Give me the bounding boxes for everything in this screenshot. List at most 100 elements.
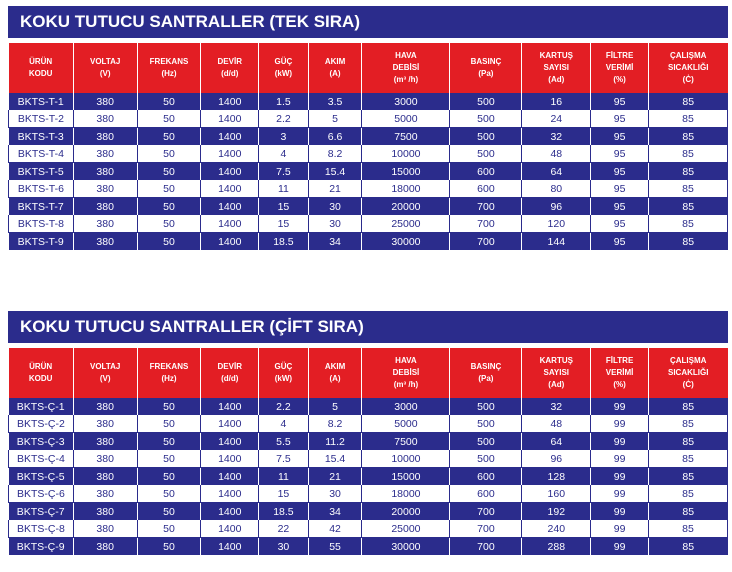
cell-current: 5 <box>308 398 363 415</box>
header-text: (V) <box>99 69 111 78</box>
header-frequency: FREKANS (Hz) <box>137 348 202 398</box>
header-text: (kW) <box>274 374 293 383</box>
cell-operating-temperature: 85 <box>648 537 728 555</box>
table-row: BKTS-T-6 380 50 1400 11 21 18000 600 80 95 85 <box>8 180 729 198</box>
cell-pressure: 500 <box>449 110 523 128</box>
header-air-flow: HAVA DEBİSİ (m³ /h) <box>361 348 451 398</box>
cell-air-flow: 30000 <box>361 232 451 250</box>
cell-current: 21 <box>308 180 363 198</box>
cell-filter-efficiency: 95 <box>590 162 649 180</box>
cell-cartridge-count: 160 <box>521 485 592 503</box>
cell-power: 15 <box>258 197 309 215</box>
cell-voltage: 380 <box>73 450 138 468</box>
table-section-tek-sira: KOKU TUTUCU SANTRALLER (TEK SIRA) ÜRÜN KO… <box>8 6 729 250</box>
cell-operating-temperature: 85 <box>648 180 729 198</box>
cell-speed: 1400 <box>200 502 260 520</box>
cell-current: 30 <box>308 215 363 233</box>
header-text: (m³ /h) <box>393 75 419 84</box>
cell-power: 2.2 <box>258 398 309 415</box>
header-text: FİLTRE <box>605 51 634 60</box>
cell-air-flow: 7500 <box>361 127 451 145</box>
spec-table: ÜRÜN KODU VOLTAJ (V) FREKANS (Hz) DEVİR (d/d) GÜ… <box>8 348 729 555</box>
cell-speed: 1400 <box>200 197 260 215</box>
header-text: FREKANS <box>149 362 189 371</box>
cell-product-code: BKTS-T-2 <box>8 110 74 128</box>
cell-voltage: 380 <box>73 520 138 538</box>
cell-filter-efficiency: 99 <box>590 398 649 415</box>
cell-operating-temperature: 85 <box>648 485 729 503</box>
cell-filter-efficiency: 99 <box>590 415 649 433</box>
header-text: ÜRÜN <box>29 362 53 371</box>
cell-voltage: 380 <box>73 398 138 415</box>
header-text: (Pa) <box>478 374 494 383</box>
cell-current: 5 <box>308 110 363 128</box>
header-text: DEVİR <box>217 57 242 66</box>
header-speed: DEVİR (d/d) <box>200 43 260 93</box>
table-row: BKTS-T-4 380 50 1400 4 8.2 10000 500 48 95 85 <box>8 145 729 163</box>
cell-pressure: 700 <box>449 197 523 215</box>
cell-speed: 1400 <box>200 415 260 433</box>
cell-filter-efficiency: 99 <box>590 537 649 555</box>
cell-product-code: BKTS-T-6 <box>8 180 74 198</box>
cell-operating-temperature: 85 <box>648 232 728 250</box>
header-text: (kW) <box>274 69 293 78</box>
cell-pressure: 700 <box>449 537 523 555</box>
cell-air-flow: 25000 <box>361 215 451 233</box>
table-row: BKTS-Ç-1 380 50 1400 2.2 5 3000 500 32 99 85 <box>8 398 728 415</box>
cell-voltage: 380 <box>73 467 138 485</box>
cell-pressure: 600 <box>449 485 523 503</box>
header-text: BASINÇ <box>470 57 502 66</box>
header-text: GÜÇ <box>274 57 293 66</box>
cell-current: 34 <box>308 502 363 520</box>
cell-product-code: BKTS-Ç-7 <box>8 502 74 520</box>
header-text: VOLTAJ <box>90 362 121 371</box>
cell-current: 21 <box>308 467 363 485</box>
cell-frequency: 50 <box>137 162 202 180</box>
cell-speed: 1400 <box>200 215 260 233</box>
header-text: (A) <box>329 374 341 383</box>
header-text: (Hz) <box>161 69 177 78</box>
cell-current: 11.2 <box>308 432 363 450</box>
cell-speed: 1400 <box>200 467 260 485</box>
header-filter-efficiency: FİLTRE VERİMİ (%) <box>590 348 649 398</box>
header-text: KARTUŞ <box>539 51 573 60</box>
cell-voltage: 380 <box>73 145 138 163</box>
header-pressure: BASINÇ (Pa) <box>449 348 523 398</box>
table-body: BKTS-T-1 380 50 1400 1.5 3.5 3000 500 16 95 85 BKTS… <box>8 93 729 250</box>
cell-air-flow: 18000 <box>361 180 451 198</box>
cell-filter-efficiency: 99 <box>590 520 649 538</box>
cell-operating-temperature: 85 <box>648 162 728 180</box>
cell-operating-temperature: 85 <box>648 127 728 145</box>
table-row: BKTS-Ç-6 380 50 1400 15 30 18000 600 160 99 85 <box>8 485 729 503</box>
cell-power: 7.5 <box>258 450 309 468</box>
header-filter-efficiency: FİLTRE VERİMİ (%) <box>590 43 649 93</box>
cell-cartridge-count: 32 <box>521 127 592 145</box>
header-speed: DEVİR (d/d) <box>200 348 260 398</box>
cell-cartridge-count: 144 <box>521 232 592 250</box>
header-operating-temperature: ÇALIŞMA SICAKLIĞI (Ċ) <box>648 43 728 93</box>
cell-speed: 1400 <box>200 450 260 468</box>
header-text: VERİMİ <box>605 368 634 377</box>
cell-frequency: 50 <box>137 432 202 450</box>
cell-current: 34 <box>308 232 363 250</box>
header-text: ÜRÜN <box>29 57 53 66</box>
cell-cartridge-count: 32 <box>521 398 592 415</box>
cell-filter-efficiency: 99 <box>590 485 649 503</box>
cell-frequency: 50 <box>137 232 202 250</box>
section-title: KOKU TUTUCU SANTRALLER (TEK SIRA) <box>8 6 728 38</box>
table-row: BKTS-T-7 380 50 1400 15 30 20000 700 96 95 85 <box>8 197 728 215</box>
header-text: ÇALIŞMA <box>669 51 707 60</box>
cell-air-flow: 3000 <box>361 398 451 415</box>
header-text: (%) <box>613 380 626 389</box>
cell-cartridge-count: 16 <box>521 93 592 110</box>
cell-current: 15.4 <box>308 450 363 468</box>
cell-pressure: 500 <box>449 450 523 468</box>
header-text: SAYISI <box>543 368 570 377</box>
cell-air-flow: 20000 <box>361 502 451 520</box>
header-product-code: ÜRÜN KODU <box>8 348 74 398</box>
header-text: (d/d) <box>221 374 239 383</box>
header-text: (V) <box>99 374 111 383</box>
cell-cartridge-count: 96 <box>521 450 592 468</box>
header-text: (m³ /h) <box>393 380 419 389</box>
cell-voltage: 380 <box>73 232 138 250</box>
